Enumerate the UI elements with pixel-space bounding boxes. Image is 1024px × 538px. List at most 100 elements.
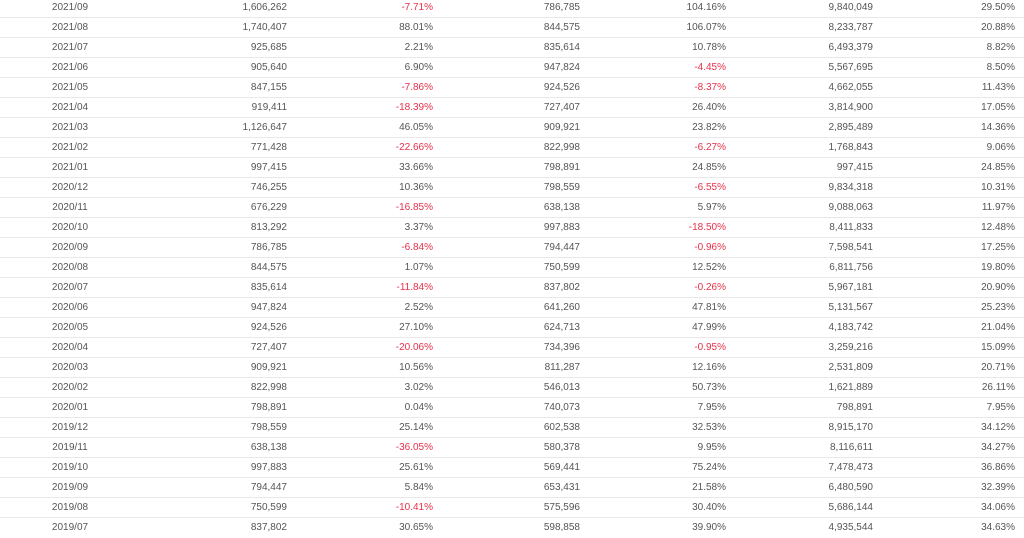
table-row: 2021/08 1,740,407 88.01% 844,575 106.07% 8,23… [0, 18, 1024, 38]
cumulative-yoy-cell: 24.85% [981, 162, 1015, 173]
revenue-cell: 676,229 [250, 202, 287, 213]
revenue-cell: 1,606,262 [242, 2, 288, 13]
revenue-cell: 813,292 [250, 222, 287, 233]
revenue-cell: 750,599 [250, 502, 287, 513]
cumulative-revenue-cell: 6,811,756 [829, 262, 873, 273]
month-cell: 2021/07 [51, 42, 89, 53]
cumulative-yoy-cell: 17.25% [981, 242, 1015, 253]
prev-year-revenue-cell: 653,431 [543, 482, 580, 493]
yoy-change-cell: 12.52% [692, 262, 726, 273]
yoy-change-cell: 23.82% [692, 122, 726, 133]
month-cell: 2020/10 [51, 222, 89, 233]
table-row: 2020/10 813,292 3.37% 997,883 -18.50% 8,411,8… [0, 218, 1024, 238]
prev-year-revenue-cell: 740,073 [543, 402, 580, 413]
prev-year-revenue-cell: 798,891 [543, 162, 580, 173]
yoy-change-cell: 47.99% [692, 322, 726, 333]
month-cell: 2020/06 [51, 302, 89, 313]
prev-year-revenue-cell: 638,138 [543, 202, 580, 213]
mom-change-cell: 25.61% [399, 462, 433, 473]
month-cell: 2020/11 [52, 202, 88, 213]
revenue-cell: 837,802 [250, 522, 287, 533]
yoy-change-cell: -6.55% [694, 182, 726, 193]
cumulative-revenue-cell: 8,233,787 [828, 22, 874, 33]
prev-year-revenue-cell: 794,447 [543, 242, 580, 253]
yoy-change-cell: -18.50% [688, 222, 726, 233]
table-row: 2019/09 794,447 5.84% 653,431 21.58% 6,480,59… [0, 478, 1024, 498]
month-cell: 2019/07 [51, 522, 89, 533]
mom-change-cell: 2.52% [404, 302, 433, 313]
month-cell: 2021/09 [51, 2, 89, 13]
revenue-cell: 905,640 [250, 62, 287, 73]
cumulative-yoy-cell: 34.06% [981, 502, 1015, 513]
month-cell: 2020/05 [51, 322, 89, 333]
table-row: 2019/10 997,883 25.61% 569,441 75.24% 7,478,4… [0, 458, 1024, 478]
cumulative-yoy-cell: 21.04% [981, 322, 1015, 333]
prev-year-revenue-cell: 575,596 [543, 502, 580, 513]
mom-change-cell: 33.66% [399, 162, 433, 173]
cumulative-revenue-cell: 9,840,049 [828, 2, 874, 13]
cumulative-yoy-cell: 34.63% [981, 522, 1015, 533]
cumulative-yoy-cell: 19.80% [981, 262, 1015, 273]
table-row: 2021/09 1,606,262 -7.71% 786,785 104.16% 9,84… [0, 0, 1024, 18]
mom-change-cell: -20.06% [395, 342, 433, 353]
mom-change-cell: -36.05% [395, 442, 433, 453]
prev-year-revenue-cell: 798,559 [543, 182, 580, 193]
cumulative-yoy-cell: 8.82% [986, 42, 1015, 53]
table-row: 2020/05 924,526 27.10% 624,713 47.99% 4,183,7… [0, 318, 1024, 338]
prev-year-revenue-cell: 786,785 [543, 2, 580, 13]
cumulative-revenue-cell: 2,895,489 [828, 122, 874, 133]
cumulative-revenue-cell: 6,480,590 [828, 482, 874, 493]
revenue-cell: 771,428 [250, 142, 287, 153]
mom-change-cell: -7.71% [401, 2, 433, 13]
revenue-cell: 947,824 [250, 302, 287, 313]
yoy-change-cell: 50.73% [692, 382, 726, 393]
yoy-change-cell: 32.53% [692, 422, 726, 433]
month-cell: 2020/07 [51, 282, 89, 293]
cumulative-revenue-cell: 9,088,063 [828, 202, 874, 213]
cumulative-revenue-cell: 7,598,541 [828, 242, 874, 253]
cumulative-revenue-cell: 5,967,181 [828, 282, 874, 293]
cumulative-yoy-cell: 34.12% [981, 422, 1015, 433]
mom-change-cell: 27.10% [399, 322, 433, 333]
yoy-change-cell: -0.96% [694, 242, 726, 253]
mom-change-cell: 2.21% [404, 42, 433, 53]
revenue-cell: 844,575 [250, 262, 287, 273]
revenue-cell: 909,921 [250, 362, 287, 373]
cumulative-yoy-cell: 26.11% [981, 382, 1015, 393]
cumulative-revenue-cell: 9,834,318 [828, 182, 874, 193]
cumulative-revenue-cell: 6,493,379 [828, 42, 874, 53]
prev-year-revenue-cell: 909,921 [543, 122, 580, 133]
prev-year-revenue-cell: 602,538 [543, 422, 580, 433]
cumulative-yoy-cell: 20.90% [981, 282, 1015, 293]
cumulative-yoy-cell: 20.71% [981, 362, 1015, 373]
yoy-change-cell: 39.90% [692, 522, 726, 533]
table-row: 2021/02 771,428 -22.66% 822,998 -6.27% 1,768,… [0, 138, 1024, 158]
table-row: 2020/09 786,785 -6.84% 794,447 -0.96% 7,598,5… [0, 238, 1024, 258]
revenue-cell: 822,998 [250, 382, 287, 393]
cumulative-revenue-cell: 5,131,567 [828, 302, 874, 313]
yoy-change-cell: 5.97% [697, 202, 726, 213]
cumulative-yoy-cell: 32.39% [981, 482, 1015, 493]
cumulative-revenue-cell: 3,814,900 [828, 102, 874, 113]
cumulative-yoy-cell: 17.05% [981, 102, 1015, 113]
table-row: 2020/03 909,921 10.56% 811,287 12.16% 2,531,8… [0, 358, 1024, 378]
prev-year-revenue-cell: 546,013 [543, 382, 580, 393]
month-cell: 2019/12 [51, 422, 89, 433]
month-cell: 2021/04 [51, 102, 89, 113]
table-row: 2020/02 822,998 3.02% 546,013 50.73% 1,621,88… [0, 378, 1024, 398]
mom-change-cell: 5.84% [404, 482, 433, 493]
revenue-cell: 798,891 [250, 402, 287, 413]
cumulative-revenue-cell: 2,531,809 [828, 362, 874, 373]
revenue-cell: 786,785 [250, 242, 287, 253]
mom-change-cell: -11.84% [396, 282, 433, 293]
yoy-change-cell: -0.26% [694, 282, 726, 293]
yoy-change-cell: 10.78% [692, 42, 726, 53]
revenue-cell: 798,559 [250, 422, 287, 433]
prev-year-revenue-cell: 947,824 [543, 62, 580, 73]
revenue-cell: 924,526 [250, 322, 287, 333]
mom-change-cell: 25.14% [399, 422, 433, 433]
mom-change-cell: 0.04% [404, 402, 433, 413]
revenue-cell: 997,883 [250, 462, 287, 473]
mom-change-cell: -7.86% [401, 82, 433, 93]
